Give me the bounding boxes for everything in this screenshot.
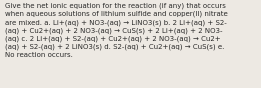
Text: Give the net ionic equation for the reaction (if any) that occurs
when aqueous s: Give the net ionic equation for the reac… <box>5 3 227 58</box>
